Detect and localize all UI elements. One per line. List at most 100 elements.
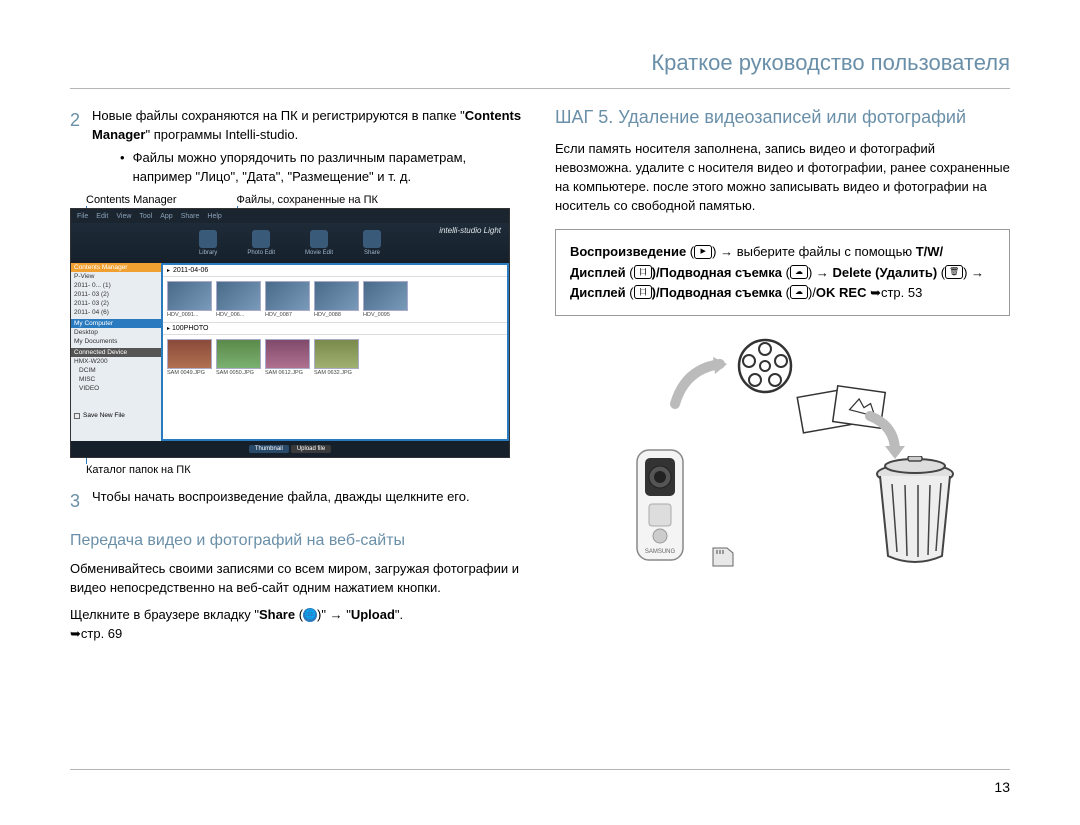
thumb-label: SAM 0049.JPG: [167, 369, 212, 376]
share-instr-b: (: [295, 607, 303, 622]
page-number: 13: [994, 779, 1010, 795]
thumb-label: HDV_0095: [363, 311, 408, 318]
side-h3: Connected Device: [71, 348, 161, 357]
side-item: My Documents: [71, 337, 161, 346]
step2-text-a: Новые файлы сохраняются на ПК и регистри…: [92, 108, 465, 123]
box-paren: (: [686, 244, 694, 259]
thumb-label: SAM 0050.JPG: [216, 369, 261, 376]
side-item: Desktop: [71, 328, 161, 337]
arrow-reel-icon: [665, 354, 735, 414]
camcorder-icon: SAMSUNG: [625, 446, 695, 566]
ss-date: 2011-04-06: [173, 267, 208, 274]
side-item: 2011- 0... (1): [71, 281, 161, 290]
side-item: 2011- 04 (6): [71, 308, 161, 317]
play-icon: [694, 245, 712, 259]
ss-sidebar: Contents Manager P-View 2011- 0... (1) 2…: [71, 263, 161, 441]
ss-bottombar: Thumbnail Upload file: [71, 441, 509, 457]
share-instr-a: Щелкните в браузере вкладку ": [70, 607, 259, 622]
box-playback: Воспроизведение: [570, 244, 686, 259]
ss-btn-thumbnail: Thumbnail: [249, 445, 289, 453]
side-item: 2011- 03 (2): [71, 290, 161, 299]
label-folder-catalog: Каталог папок на ПК: [86, 464, 525, 476]
film-reel-icon: [735, 336, 795, 396]
menu-tool: Tool: [139, 213, 152, 220]
thumb-label: SAM 0612.JPG: [265, 369, 310, 376]
instruction-box: Воспроизведение () → выберите файлы с по…: [555, 229, 1010, 315]
menu-file: File: [77, 213, 88, 220]
svg-text:SAMSUNG: SAMSUNG: [645, 549, 676, 555]
side-item: MISC: [71, 375, 161, 384]
trash-bin-icon: [870, 456, 960, 566]
box-paren: (: [782, 265, 790, 280]
box-arrow: ) →: [963, 265, 984, 280]
share-bold: Share: [259, 607, 295, 622]
step-3: 3 Чтобы начать воспроизведение файла, дв…: [70, 488, 525, 514]
step5-paragraph: Если память носителя заполнена, запись в…: [555, 140, 1010, 215]
thumb-label: SAM 0632.JPG: [314, 369, 359, 376]
step-number: 3: [70, 488, 80, 514]
thumb-label: HDV_0088: [314, 311, 359, 318]
page-header-title: Краткое руководство пользователя: [70, 50, 1010, 89]
box-paren: (: [626, 285, 634, 300]
underwater-icon: [790, 285, 808, 299]
box-page-ref: ➥стр. 53: [866, 285, 922, 300]
side-item: VIDEO: [71, 384, 161, 393]
box-paren: (: [937, 265, 945, 280]
side-h1: Contents Manager: [71, 263, 161, 272]
box-display2: Дисплей: [570, 285, 626, 300]
menu-help: Help: [207, 213, 221, 220]
share-globe-icon: [303, 608, 317, 622]
tool-photo-edit: Photo Edit: [247, 250, 275, 256]
step2-bullet: Файлы можно упорядочить по различным пар…: [133, 149, 525, 187]
right-column: ШАГ 5. Удаление видеозаписей или фотогра…: [555, 107, 1010, 652]
side-save: Save New File: [83, 412, 125, 419]
share-paragraph: Обменивайтесь своими записями со всем ми…: [70, 560, 525, 598]
side-item: HMX-W200: [71, 357, 161, 366]
display-icon: [634, 265, 652, 279]
tool-share: Share: [364, 250, 380, 256]
left-column: 2 Новые файлы сохраняются на ПК и регист…: [70, 107, 525, 652]
sd-card-icon: [710, 546, 736, 568]
side-item: P-View: [71, 272, 161, 281]
step2-text-b: " программы Intelli-studio.: [145, 127, 298, 142]
share-page-ref: ➥стр. 69: [70, 626, 122, 641]
thumb-label: HDV_0091...: [167, 311, 212, 318]
intelli-studio-screenshot: File Edit View Tool App Share Help Libra…: [70, 208, 510, 458]
step5-heading: ШАГ 5. Удаление видеозаписей или фотогра…: [555, 107, 1010, 128]
side-h2: My Computer: [71, 319, 161, 328]
ss-section2: 100PHOTO: [172, 325, 208, 332]
box-okrec: OK REC: [816, 285, 867, 300]
box-underwater2: )/Подводная съемка: [652, 285, 782, 300]
arrow-bin-icon: [865, 411, 905, 461]
subheading-web-transfer: Передача видео и фотографий на веб-сайты: [70, 532, 525, 550]
delete-illustration: SAMSUNG: [555, 336, 985, 576]
box-paren: (: [626, 265, 634, 280]
label-saved-files: Файлы, сохраненные на ПК: [237, 194, 378, 206]
menu-app: App: [160, 213, 172, 220]
thumb-label: HDV_006...: [216, 311, 261, 318]
step-2: 2 Новые файлы сохраняются на ПК и регист…: [70, 107, 525, 186]
box-underwater: )/Подводная съемка: [652, 265, 782, 280]
share-instr-c: )" → ": [317, 607, 351, 622]
box-delete: Delete (Удалить): [833, 265, 938, 280]
share-instr-d: ".: [395, 607, 403, 622]
menu-view: View: [116, 213, 131, 220]
side-item: 2011- 03 (2): [71, 299, 161, 308]
upload-bold: Upload: [351, 607, 395, 622]
menu-edit: Edit: [96, 213, 108, 220]
trash-icon: [945, 265, 963, 279]
step3-text: Чтобы начать воспроизведение файла, дваж…: [92, 488, 470, 514]
ss-toolbar: Library Photo Edit Movie Edit Share inte…: [71, 223, 509, 263]
tool-movie-edit: Movie Edit: [305, 250, 333, 256]
thumb-label: HDV_0087: [265, 311, 310, 318]
step-number: 2: [70, 107, 80, 186]
underwater-icon: [790, 265, 808, 279]
ss-main: ▸2011-04-06 HDV_0091... HDV_006... HDV_0…: [161, 263, 509, 441]
box-slash: )/: [808, 285, 816, 300]
side-item: DCIM: [71, 366, 161, 375]
tool-library: Library: [199, 250, 217, 256]
ss-menubar: File Edit View Tool App Share Help: [71, 209, 509, 223]
footer-rule: [70, 769, 1010, 770]
box-arrow: ) →: [808, 265, 833, 280]
display-icon: [634, 285, 652, 299]
